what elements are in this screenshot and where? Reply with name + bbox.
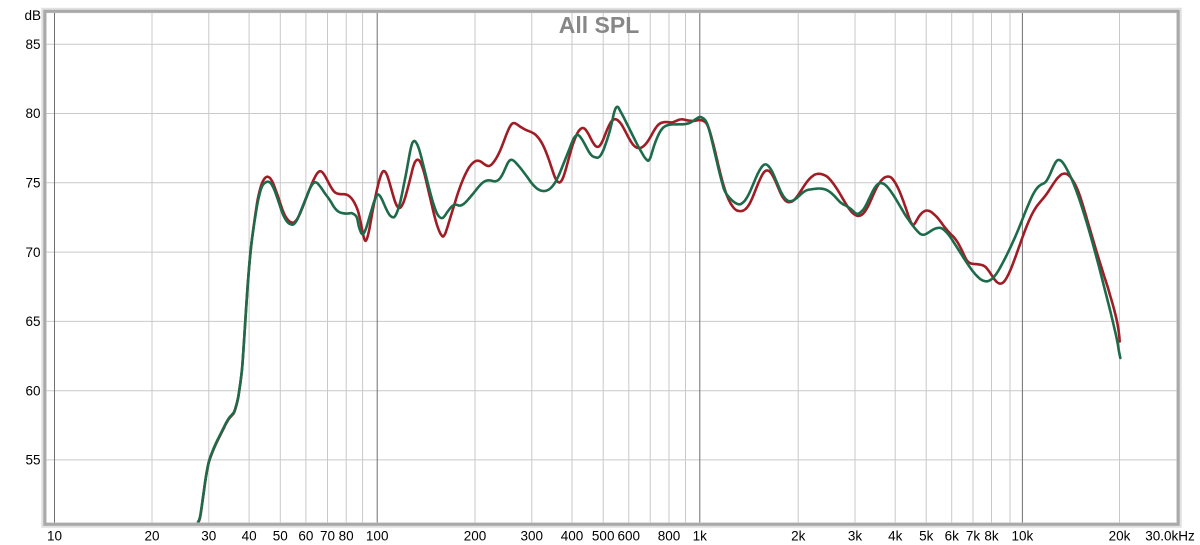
svg-text:60: 60: [25, 383, 40, 398]
svg-text:8k: 8k: [984, 529, 999, 544]
svg-text:1k: 1k: [693, 529, 708, 544]
svg-text:60: 60: [298, 529, 313, 544]
svg-text:200: 200: [464, 529, 487, 544]
svg-text:30: 30: [201, 529, 216, 544]
svg-text:30.0kHz: 30.0kHz: [1145, 529, 1195, 544]
svg-text:70: 70: [25, 245, 40, 260]
svg-text:400: 400: [561, 529, 584, 544]
svg-text:85: 85: [25, 37, 40, 52]
svg-text:100: 100: [366, 529, 389, 544]
svg-text:40: 40: [242, 529, 257, 544]
svg-text:80: 80: [339, 529, 354, 544]
svg-text:7k: 7k: [966, 529, 981, 544]
svg-text:55: 55: [25, 453, 40, 468]
svg-text:20: 20: [144, 529, 159, 544]
svg-text:3k: 3k: [848, 529, 863, 544]
svg-text:dB: dB: [24, 8, 41, 23]
svg-text:65: 65: [25, 314, 40, 329]
svg-text:10: 10: [47, 529, 62, 544]
svg-text:800: 800: [658, 529, 681, 544]
svg-text:600: 600: [618, 529, 641, 544]
svg-text:20k: 20k: [1109, 529, 1131, 544]
svg-text:300: 300: [521, 529, 544, 544]
svg-text:2k: 2k: [791, 529, 806, 544]
svg-text:50: 50: [273, 529, 288, 544]
svg-text:6k: 6k: [945, 529, 960, 544]
svg-text:70: 70: [320, 529, 335, 544]
svg-text:All SPL: All SPL: [559, 12, 640, 38]
svg-text:80: 80: [25, 106, 40, 121]
svg-text:500: 500: [592, 529, 615, 544]
svg-text:75: 75: [25, 176, 40, 191]
svg-text:10k: 10k: [1012, 529, 1034, 544]
svg-text:4k: 4k: [888, 529, 903, 544]
svg-text:5k: 5k: [919, 529, 934, 544]
